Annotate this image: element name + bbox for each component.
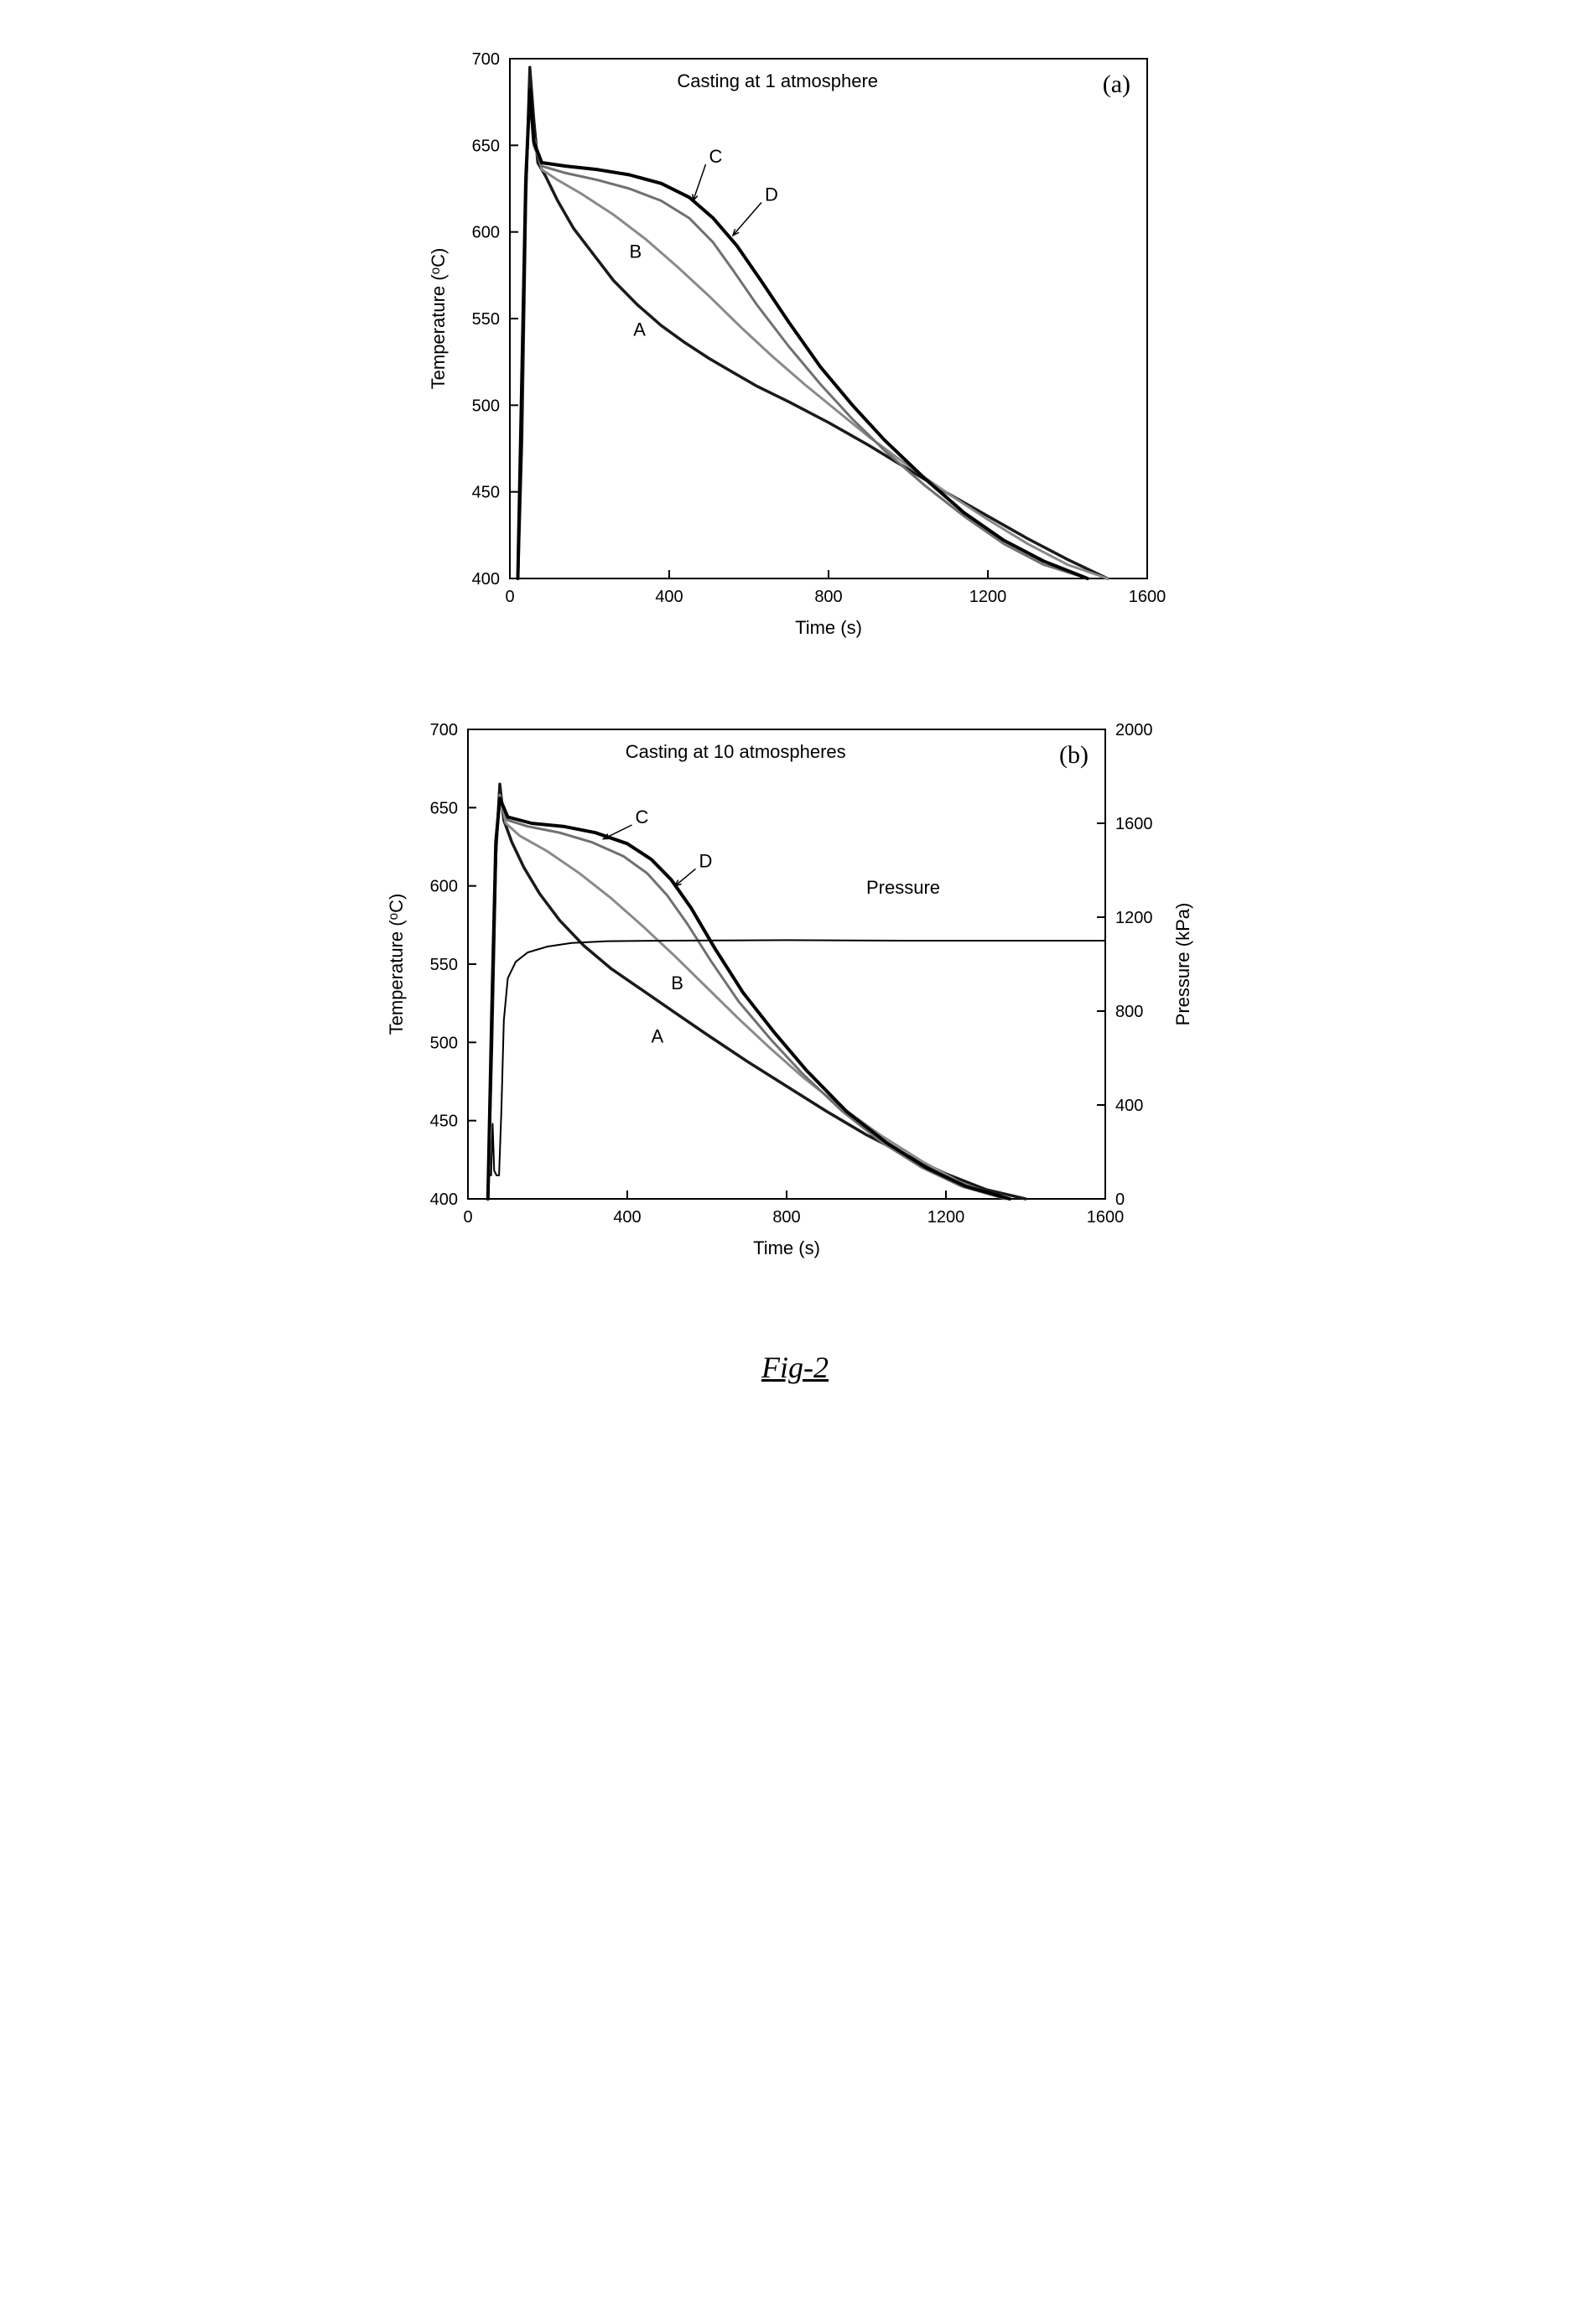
chart-b-container: 0 400 800 1200 1600 400 450 500 550 600 650 700 0 400… xyxy=(367,704,1223,1274)
svg-text:(a): (a) xyxy=(1103,70,1130,98)
svg-text:700: 700 xyxy=(472,50,500,69)
svg-text:Temperature (oC): Temperature (oC) xyxy=(386,894,407,1035)
svg-text:600: 600 xyxy=(430,878,458,896)
chart-a: 0 400 800 1200 1600 400 450 500 550 600 650 700 Time… xyxy=(409,34,1181,654)
figure-2: 0 400 800 1200 1600 400 450 500 550 600 650 700 Time… xyxy=(367,34,1223,1385)
svg-text:650: 650 xyxy=(472,137,500,155)
svg-text:2000: 2000 xyxy=(1115,721,1153,739)
svg-text:800: 800 xyxy=(1115,1003,1143,1021)
svg-text:400: 400 xyxy=(655,588,683,606)
svg-text:1600: 1600 xyxy=(1129,588,1167,606)
svg-text:B: B xyxy=(630,241,642,262)
svg-text:0: 0 xyxy=(1115,1191,1125,1209)
chart-b: 0 400 800 1200 1600 400 450 500 550 600 650 700 0 400… xyxy=(367,704,1223,1274)
svg-text:D: D xyxy=(765,184,778,205)
svg-text:1600: 1600 xyxy=(1115,815,1153,833)
svg-text:Time (s): Time (s) xyxy=(795,617,862,638)
svg-text:800: 800 xyxy=(772,1208,800,1227)
figure-caption: Fig-2 xyxy=(761,1350,829,1385)
svg-text:1600: 1600 xyxy=(1087,1208,1125,1227)
svg-text:Pressure: Pressure xyxy=(866,877,940,898)
svg-text:450: 450 xyxy=(430,1113,458,1131)
svg-text:550: 550 xyxy=(472,310,500,329)
svg-text:400: 400 xyxy=(430,1191,458,1209)
svg-text:600: 600 xyxy=(472,224,500,242)
svg-text:Pressure (kPa): Pressure (kPa) xyxy=(1172,903,1193,1026)
svg-text:400: 400 xyxy=(472,570,500,589)
svg-text:400: 400 xyxy=(1115,1097,1143,1115)
svg-text:A: A xyxy=(633,319,646,340)
svg-text:500: 500 xyxy=(472,397,500,415)
svg-text:Casting at 1 atmosphere: Casting at 1 atmosphere xyxy=(677,70,878,91)
svg-text:Time (s): Time (s) xyxy=(753,1237,820,1258)
svg-text:1200: 1200 xyxy=(969,588,1007,606)
svg-text:700: 700 xyxy=(430,721,458,739)
svg-text:800: 800 xyxy=(814,588,842,606)
svg-text:A: A xyxy=(652,1025,664,1046)
svg-text:C: C xyxy=(636,807,649,827)
svg-text:0: 0 xyxy=(463,1208,472,1227)
svg-text:1200: 1200 xyxy=(928,1208,965,1227)
svg-text:D: D xyxy=(699,850,713,871)
svg-text:Temperature (oC): Temperature (oC) xyxy=(428,248,449,390)
svg-text:400: 400 xyxy=(613,1208,641,1227)
svg-text:550: 550 xyxy=(430,956,458,974)
svg-text:Casting at 10 atmospheres: Casting at 10 atmospheres xyxy=(626,741,846,762)
svg-text:1200: 1200 xyxy=(1115,909,1153,927)
svg-text:650: 650 xyxy=(430,799,458,817)
svg-text:450: 450 xyxy=(472,484,500,502)
svg-text:500: 500 xyxy=(430,1034,458,1052)
svg-text:B: B xyxy=(671,973,683,993)
svg-text:0: 0 xyxy=(505,588,514,606)
chart-a-container: 0 400 800 1200 1600 400 450 500 550 600 650 700 Time… xyxy=(409,34,1181,654)
svg-text:C: C xyxy=(709,146,723,167)
svg-text:(b): (b) xyxy=(1059,741,1089,769)
